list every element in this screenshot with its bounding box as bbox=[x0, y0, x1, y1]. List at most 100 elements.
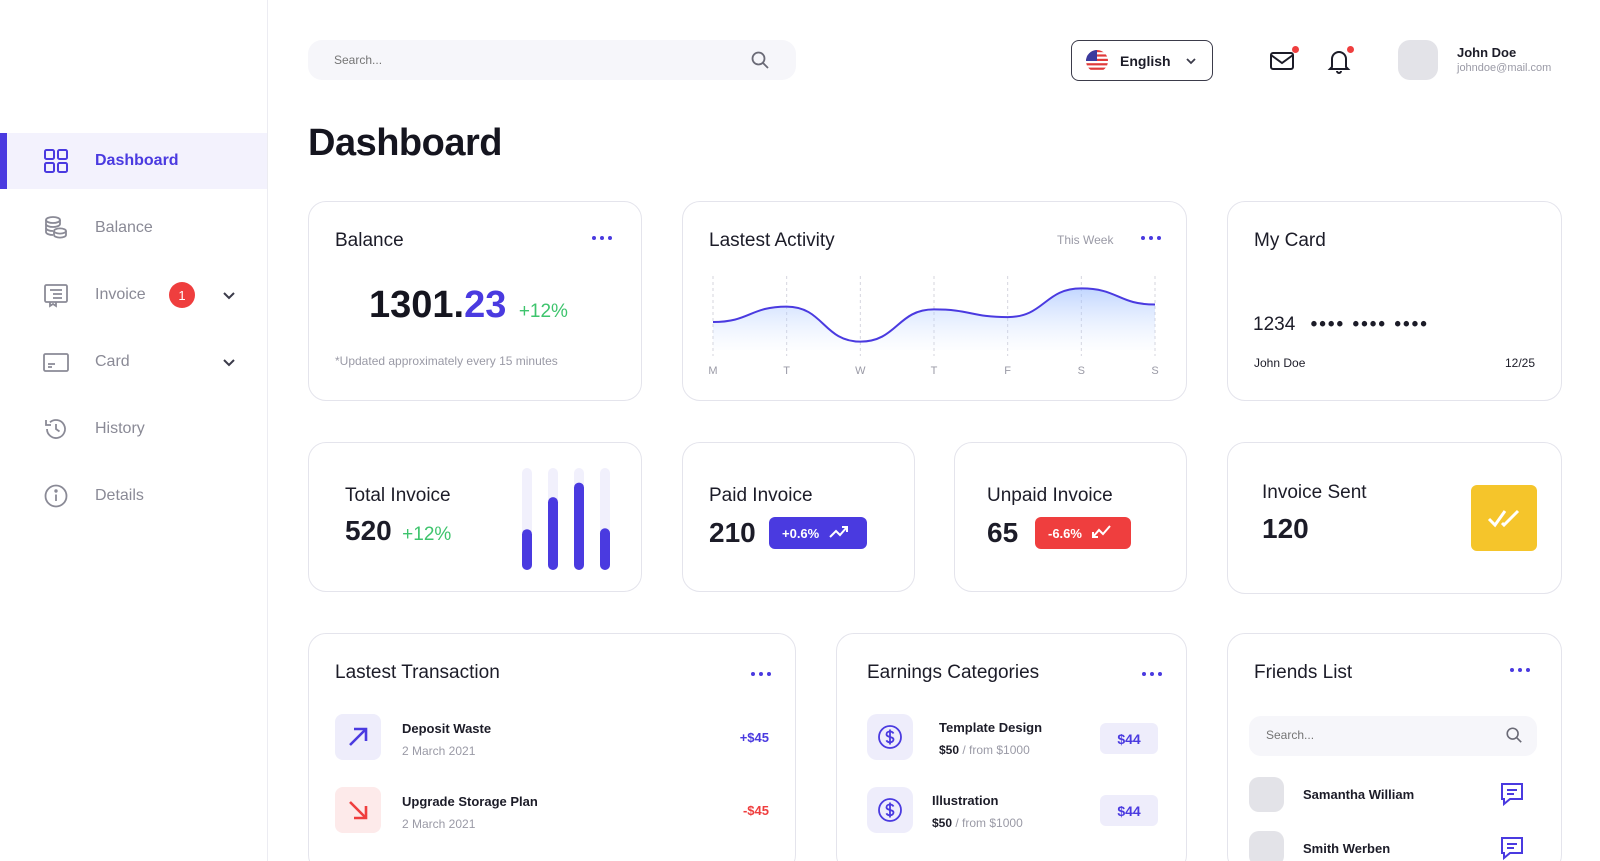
sidebar-item-label: Balance bbox=[95, 219, 153, 236]
earning-value: $50 bbox=[939, 743, 960, 757]
unpaid-invoice-card: Unpaid Invoice 65 -6.6% bbox=[954, 442, 1187, 592]
receipt-icon bbox=[42, 281, 70, 309]
search-input[interactable] bbox=[334, 53, 734, 67]
card-title: Earnings Categories bbox=[867, 662, 1040, 683]
transaction-row[interactable]: Deposit Waste 2 March 2021 +$45 bbox=[309, 714, 797, 764]
total-invoice-value-row: 520 +12% bbox=[345, 515, 451, 547]
avatar[interactable] bbox=[1398, 40, 1438, 80]
sidebar-item-dashboard[interactable]: Dashboard bbox=[0, 133, 267, 189]
card-title: Balance bbox=[335, 230, 404, 251]
sidebar-item-history[interactable]: History bbox=[0, 401, 267, 457]
sidebar-item-balance[interactable]: Balance bbox=[0, 200, 267, 256]
earning-name: Illustration bbox=[932, 793, 999, 808]
sidebar-item-label: Card bbox=[95, 353, 130, 370]
unread-dot bbox=[1292, 46, 1299, 53]
transaction-row[interactable]: Upgrade Storage Plan 2 March 2021 -$45 bbox=[309, 787, 797, 837]
avatar bbox=[1249, 831, 1284, 861]
sidebar-item-card[interactable]: Card bbox=[0, 334, 267, 390]
paid-invoice-card: Paid Invoice 210 +0.6% bbox=[682, 442, 915, 592]
total-invoice-card: Total Invoice 520 +12% bbox=[308, 442, 642, 592]
card-number: 1234 •••• •••• •••• bbox=[1253, 314, 1429, 336]
x-tick-label: T bbox=[931, 365, 938, 377]
user-email: johndoe@mail.com bbox=[1457, 62, 1552, 74]
earning-value: $50 bbox=[932, 816, 953, 830]
dollar-icon bbox=[867, 787, 913, 833]
mail-icon[interactable] bbox=[1268, 46, 1299, 76]
search-icon[interactable] bbox=[750, 50, 770, 75]
more-options-icon[interactable] bbox=[1510, 668, 1530, 674]
chevron-down-icon bbox=[1184, 54, 1198, 73]
trend-down-icon bbox=[1091, 524, 1112, 542]
x-tick-label: M bbox=[708, 365, 717, 377]
chat-icon[interactable] bbox=[1498, 780, 1526, 813]
transaction-name: Upgrade Storage Plan bbox=[402, 794, 538, 809]
more-options-icon[interactable] bbox=[1141, 236, 1161, 242]
trend-up-icon bbox=[829, 525, 849, 542]
chevron-down-icon[interactable] bbox=[220, 286, 238, 304]
invoice-sent-card: Invoice Sent 120 bbox=[1227, 442, 1562, 594]
earning-amount: $50 / from $1000 bbox=[932, 816, 1023, 830]
balance-decimal: 23 bbox=[464, 284, 507, 326]
x-tick-label: T bbox=[783, 365, 790, 377]
unread-dot bbox=[1347, 46, 1354, 53]
earning-name: Template Design bbox=[939, 720, 1043, 735]
period-label[interactable]: This Week bbox=[1057, 233, 1114, 247]
info-icon bbox=[42, 482, 70, 510]
x-tick-label: S bbox=[1151, 365, 1158, 377]
card-number-masked: •••• •••• •••• bbox=[1310, 314, 1429, 335]
sidebar-item-details[interactable]: Details bbox=[0, 468, 267, 524]
earning-row[interactable]: Illustration $50 / from $1000 $44 bbox=[837, 787, 1188, 837]
earning-goal: / from $1000 bbox=[959, 743, 1030, 757]
earning-amount: $50 / from $1000 bbox=[939, 743, 1030, 757]
transaction-name: Deposit Waste bbox=[402, 721, 492, 736]
coins-icon bbox=[42, 214, 70, 242]
friend-row[interactable]: Smith Werben bbox=[1228, 831, 1563, 861]
earning-price-badge: $44 bbox=[1100, 723, 1158, 754]
more-options-icon[interactable] bbox=[751, 672, 771, 678]
language-select[interactable]: English bbox=[1071, 40, 1213, 81]
unpaid-change-pill: -6.6% bbox=[1035, 517, 1131, 549]
grid-icon bbox=[42, 147, 70, 175]
invoice-bar-chart bbox=[522, 468, 610, 570]
search-icon[interactable] bbox=[1505, 726, 1523, 749]
invoice-bar bbox=[548, 497, 558, 570]
balance-integer: 1301. bbox=[369, 284, 465, 326]
arrow-up-right-icon bbox=[335, 714, 381, 760]
card-title: Friends List bbox=[1254, 662, 1353, 683]
transaction-date: 2 March 2021 bbox=[402, 744, 476, 758]
paid-invoice-value: 210 bbox=[709, 517, 756, 548]
double-check-icon bbox=[1471, 485, 1537, 551]
earning-row[interactable]: Template Design $50 / from $1000 $44 bbox=[837, 714, 1188, 764]
more-options-icon[interactable] bbox=[1142, 672, 1162, 678]
us-flag-icon bbox=[1086, 49, 1108, 72]
bell-icon[interactable] bbox=[1325, 46, 1355, 76]
friends-card: Friends List Samantha William Smith Werb… bbox=[1227, 633, 1562, 861]
avatar bbox=[1249, 777, 1284, 812]
earning-goal: / from $1000 bbox=[952, 816, 1023, 830]
sidebar-item-invoice[interactable]: Invoice 1 bbox=[0, 267, 267, 323]
activity-area bbox=[713, 288, 1155, 350]
friends-search-bar bbox=[1249, 716, 1537, 756]
activity-card: Lastest Activity This Week M T W T F S S bbox=[682, 201, 1187, 401]
sidebar-item-label: Invoice bbox=[95, 286, 146, 303]
transactions-card: Lastest Transaction Deposit Waste 2 Marc… bbox=[308, 633, 796, 861]
balance-note: *Updated approximately every 15 minutes bbox=[335, 354, 558, 368]
page-title: Dashboard bbox=[308, 122, 502, 164]
transaction-amount: +$45 bbox=[739, 730, 769, 745]
x-tick-label: F bbox=[1004, 365, 1011, 377]
friends-search-input[interactable] bbox=[1266, 728, 1486, 742]
balance-amount: 1301.23 +12% bbox=[369, 284, 568, 327]
invoice-bar bbox=[522, 529, 532, 570]
friend-row[interactable]: Samantha William bbox=[1228, 777, 1563, 813]
invoice-bar bbox=[600, 528, 610, 570]
more-options-icon[interactable] bbox=[592, 236, 612, 242]
search-bar bbox=[308, 40, 796, 80]
paid-change-pill: +0.6% bbox=[769, 517, 867, 549]
chat-icon[interactable] bbox=[1498, 834, 1526, 861]
transaction-date: 2 March 2021 bbox=[402, 817, 476, 831]
chevron-down-icon[interactable] bbox=[220, 353, 238, 371]
transaction-amount: -$45 bbox=[742, 803, 769, 818]
total-invoice-change: +12% bbox=[402, 524, 452, 545]
x-tick-label: W bbox=[855, 365, 866, 377]
